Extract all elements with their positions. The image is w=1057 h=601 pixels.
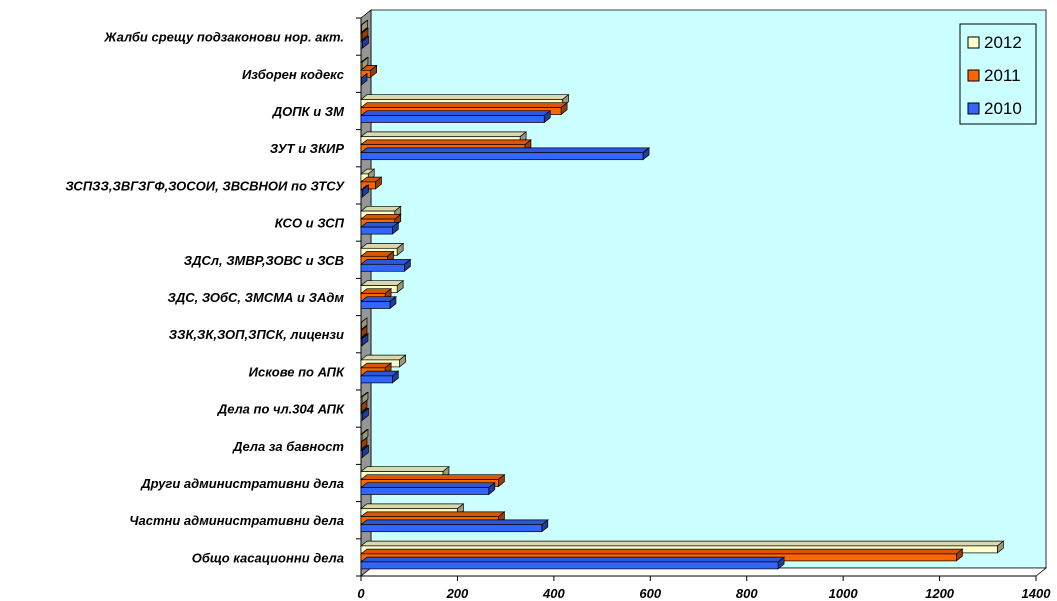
bar-2011 xyxy=(360,27,369,41)
category-label: ДОПК и ЗМ xyxy=(272,104,345,119)
x-tick-label-0: 0 xyxy=(357,586,365,601)
bar-2012 xyxy=(360,19,369,33)
legend-swatch-2012 xyxy=(967,36,980,49)
category-label: Дела за бавност xyxy=(232,439,344,454)
category-label: ЗСПЗЗ,ЗВГЗГФ,ЗОСОИ, ЗВСВНОИ по ЗТСУ xyxy=(65,178,345,193)
legend: 2012 2011 2010 xyxy=(959,23,1037,125)
bar-2010 xyxy=(360,444,370,459)
bar-2010 xyxy=(360,72,368,87)
legend-label-2011: 2011 xyxy=(984,66,1021,85)
bar-2010 xyxy=(360,295,397,310)
x-tick-label-400: 400 xyxy=(542,586,565,601)
bar-2010 xyxy=(360,556,786,570)
bar-2011 xyxy=(360,399,368,413)
bar-2010 xyxy=(360,519,549,533)
bar-2010 xyxy=(360,221,400,235)
bar-2012 xyxy=(360,317,368,331)
bar-2012 xyxy=(360,56,369,71)
x-tick-label-1200: 1200 xyxy=(925,586,955,601)
x-tick-label-800: 800 xyxy=(736,586,758,601)
bar-2010 xyxy=(360,481,496,496)
category-label: Частни административни дела xyxy=(129,513,344,528)
category-label: ЗДС, ЗОбС, ЗМСМА и ЗАдм xyxy=(167,290,344,305)
x-tick-label-1000: 1000 xyxy=(829,586,859,601)
bar-2010 xyxy=(360,184,370,198)
category-label: ЗУТ и ЗКИР xyxy=(270,141,344,156)
bar-2010 xyxy=(360,258,412,273)
bar-2010 xyxy=(360,333,369,347)
category-label: Общо касационни дела xyxy=(192,550,344,565)
bar-2011 xyxy=(360,436,368,451)
x-tick-label-200: 200 xyxy=(446,586,469,601)
category-label: Искове по АПК xyxy=(249,364,345,379)
bar-2010 xyxy=(360,147,651,161)
x-axis-tick-labels: 0 200 400 600 800 1000 1200 1400 xyxy=(357,586,1051,601)
category-label: Други административни дела xyxy=(140,476,344,491)
category-labels: Жалби срещу подзаконови нор. акт. Изборен… xyxy=(65,30,345,566)
category-label: Изборен кодекс xyxy=(242,67,345,82)
x-tick-label-1400: 1400 xyxy=(1022,586,1052,601)
legend-label-2012: 2012 xyxy=(984,33,1022,52)
legend-label-2010: 2010 xyxy=(984,99,1022,118)
category-label: Жалби срещу подзаконови нор. акт. xyxy=(103,30,344,45)
x-tick-label-600: 600 xyxy=(639,586,661,601)
bar-2010 xyxy=(360,370,400,384)
chart-bars xyxy=(360,19,1005,570)
bar-2011 xyxy=(360,64,378,79)
bar-2011 xyxy=(360,325,368,339)
category-label: ЗДСл, ЗМВР,ЗОВС и ЗСВ xyxy=(184,253,344,268)
bar-2010 xyxy=(360,407,370,421)
bar-2012 xyxy=(360,391,369,405)
category-label: Дела по чл.304 АПК xyxy=(217,402,345,417)
bar-2010 xyxy=(360,35,370,49)
x-axis-ticks xyxy=(356,17,1037,581)
legend-swatch-2010 xyxy=(967,102,980,115)
bar-2012 xyxy=(360,428,369,443)
category-label: КСО и ЗСП xyxy=(275,216,345,231)
legend-swatch-2011 xyxy=(967,69,980,82)
bar-2010 xyxy=(360,109,552,124)
category-label: ЗЗК,ЗК,ЗОП,ЗПСК, лицензи xyxy=(169,327,344,342)
